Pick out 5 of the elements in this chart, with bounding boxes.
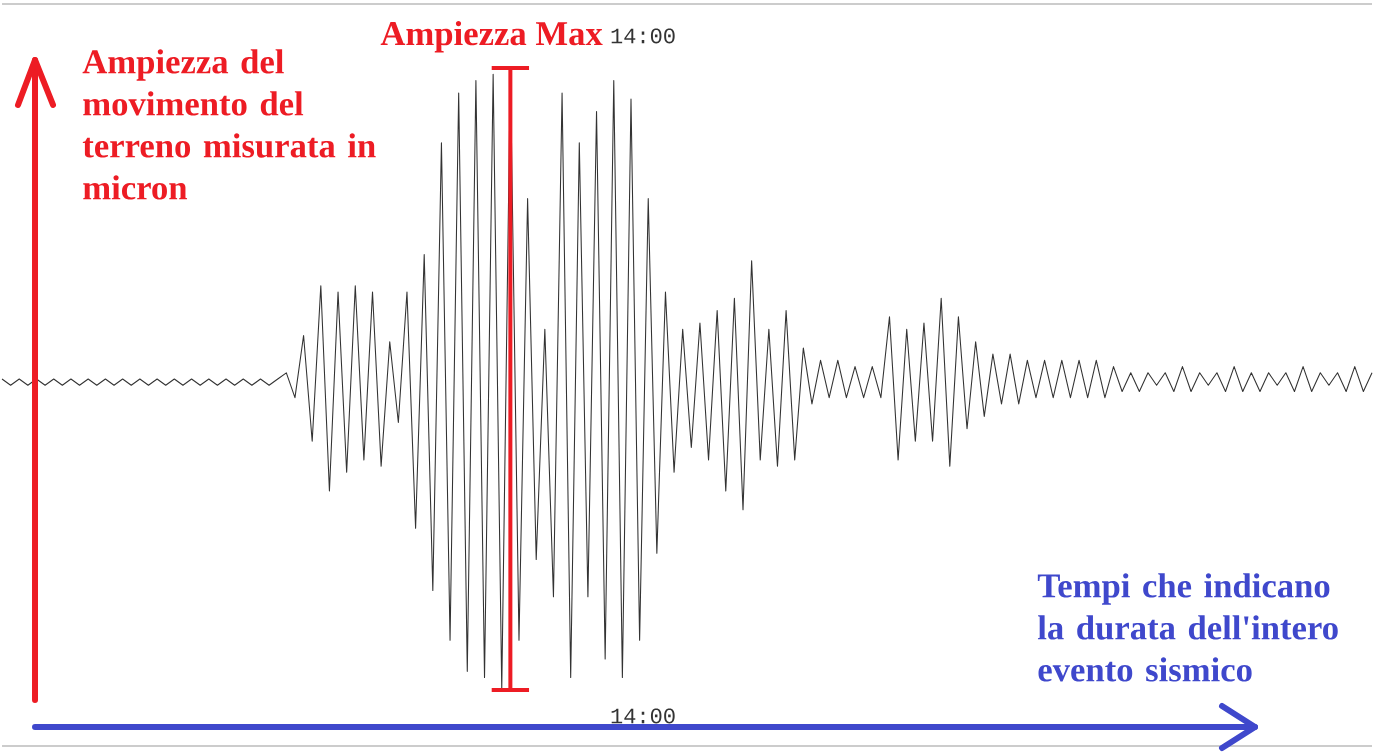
y-axis-title: Ampiezza del movimento del terreno misurata in micron [82, 49, 376, 200]
text: 14:00 [611, 708, 675, 724]
x-axis-title: Tempi che indicano la durata dell'intero evento sismico [1037, 573, 1338, 682]
text: 14:00 [611, 28, 675, 44]
text: Ampiezza Max [380, 20, 603, 53]
